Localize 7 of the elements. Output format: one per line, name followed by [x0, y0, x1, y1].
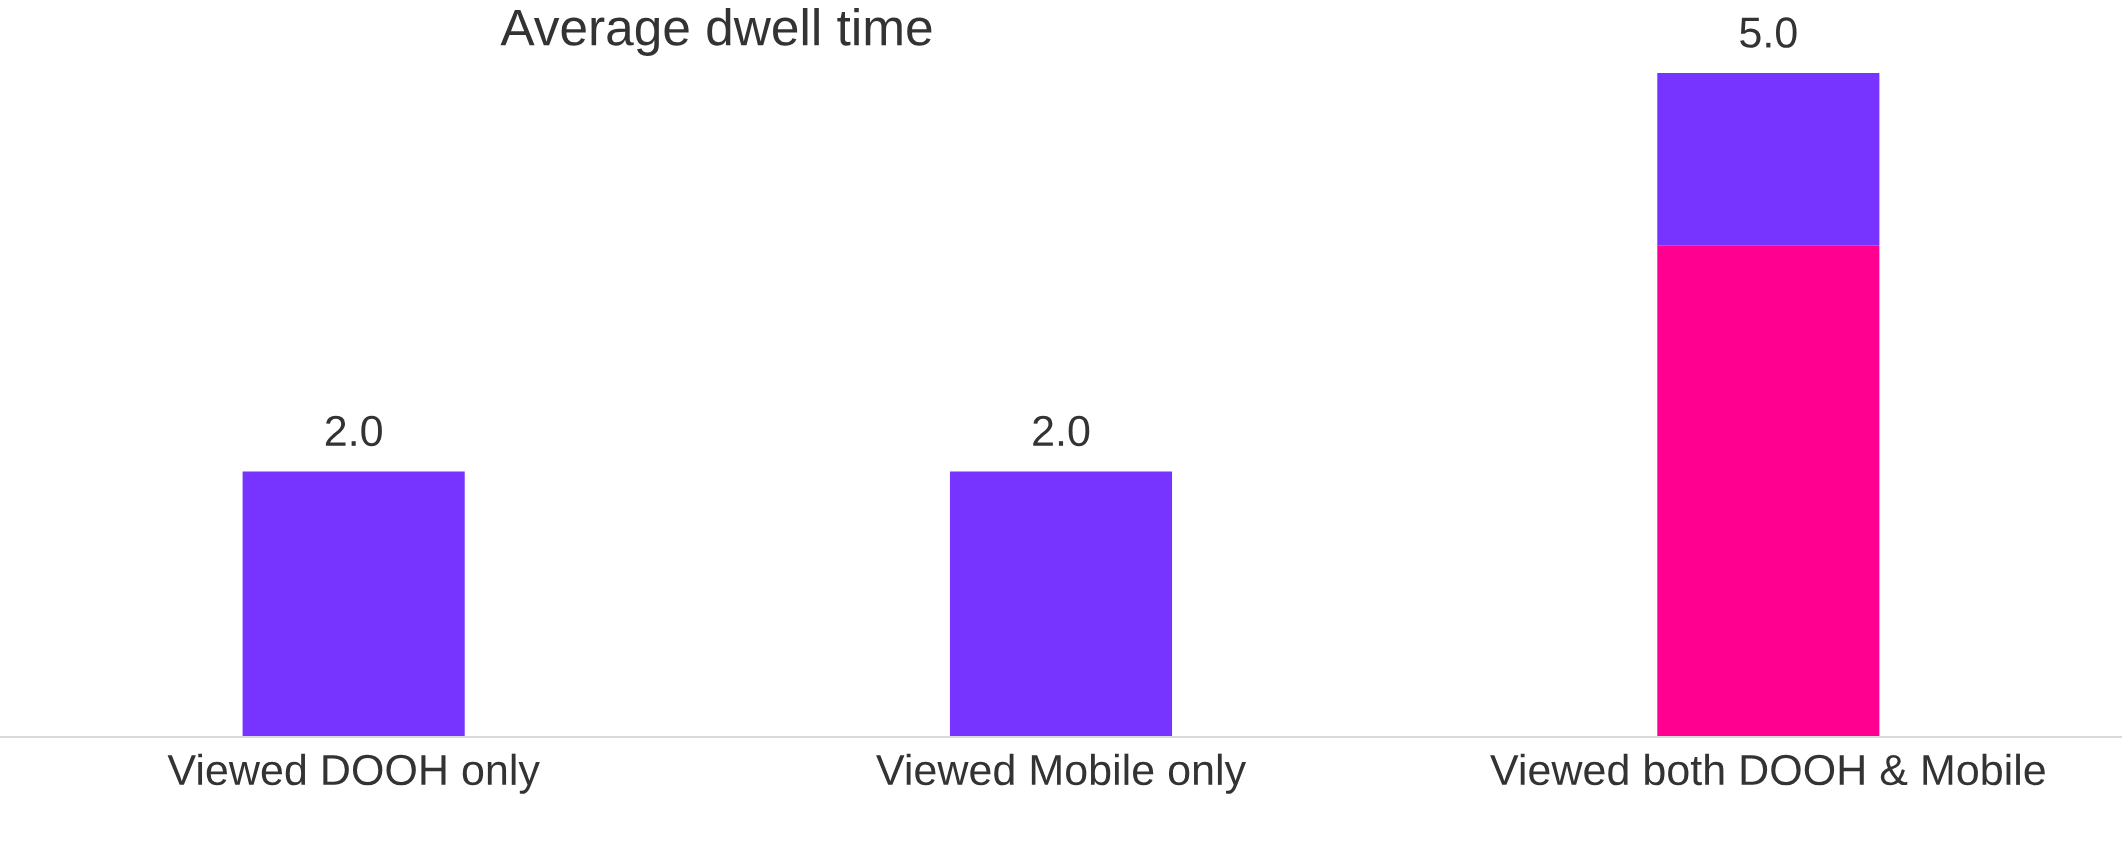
data-label: 2.0 [1033, 415, 1090, 447]
chart-title: Average dwell time [500, 8, 932, 56]
total-label: 5.0 [1740, 17, 1797, 48]
data-label: 2.0 [325, 415, 382, 447]
x-tick-label: Viewed Mobile only [876, 753, 1247, 794]
x-tick-label: Viewed both DOOH & Mobile [1490, 753, 2045, 786]
x-tick-label: Viewed DOOH only [167, 753, 540, 794]
